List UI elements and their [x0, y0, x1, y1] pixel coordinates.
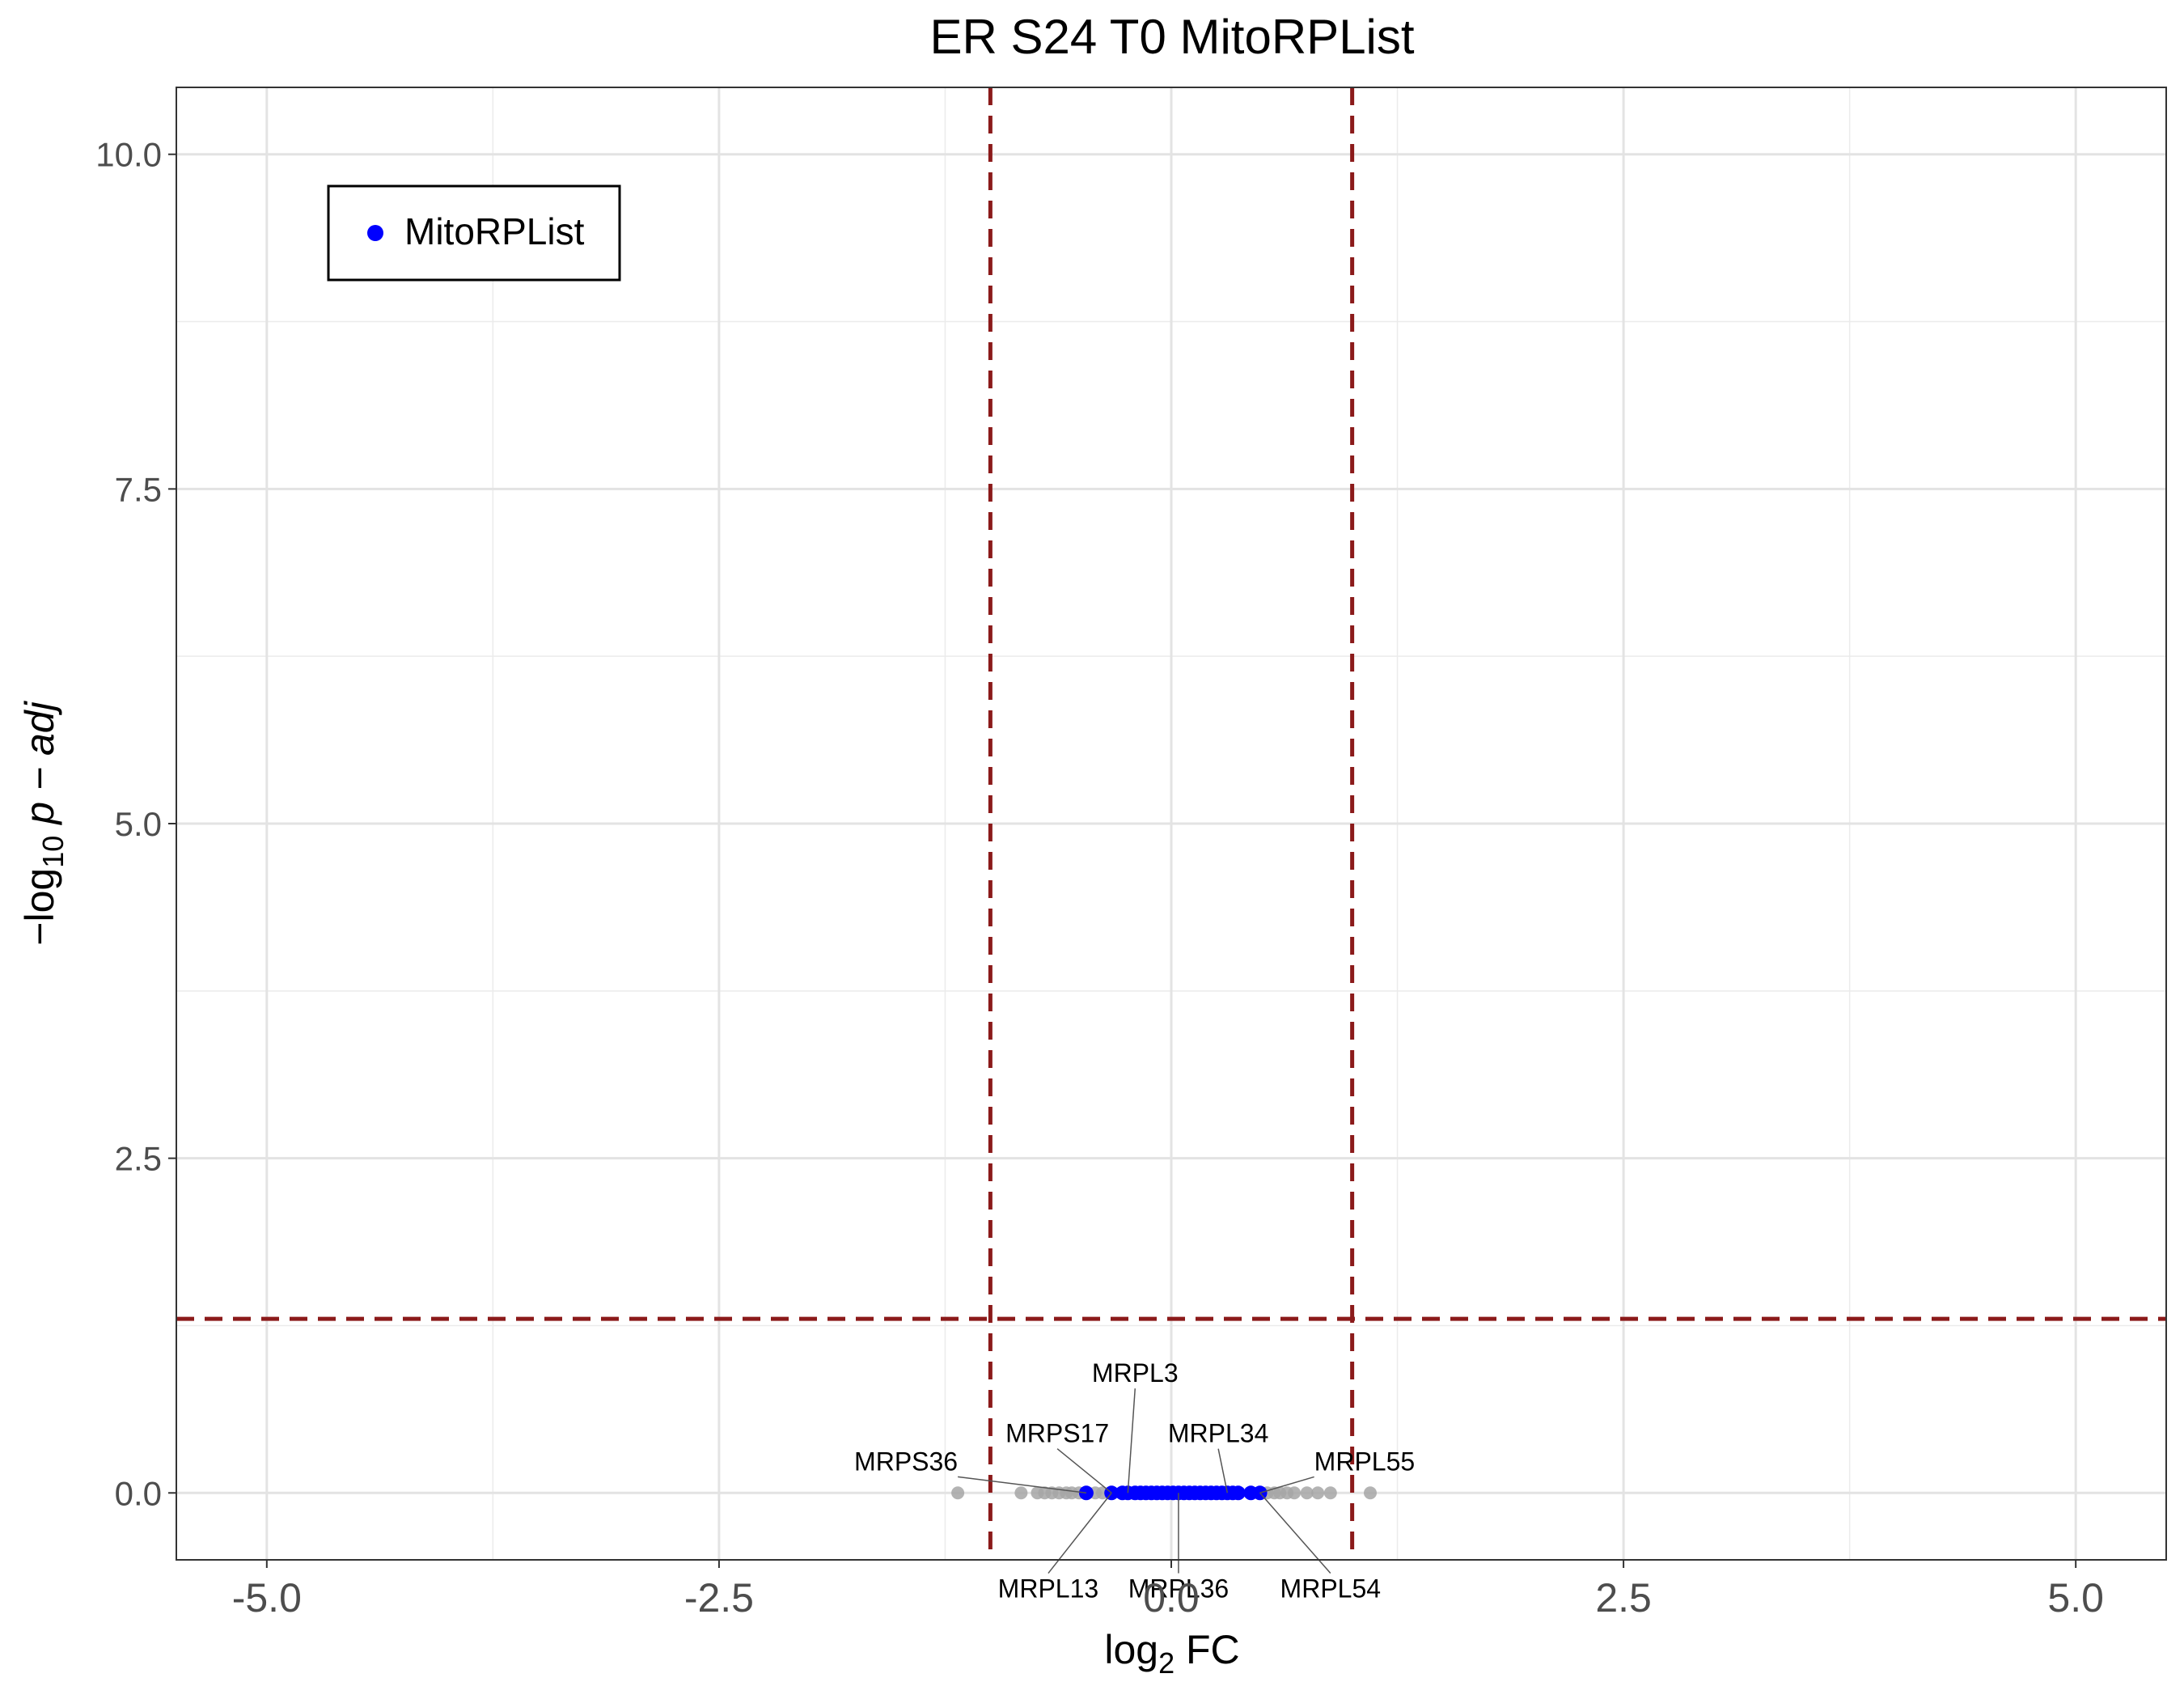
annotation-leader-line — [1259, 1476, 1314, 1494]
x-axis-ticks: -5.0 -2.5 0.0 2.5 5.0 — [232, 1560, 2104, 1621]
annotation-label: MRPL36 — [1128, 1574, 1230, 1604]
annotation-leader-line — [1217, 1448, 1229, 1494]
x-tick-label: -2.5 — [684, 1575, 754, 1621]
y-axis-ticks: 0.0 2.5 5.0 7.5 10.0 — [95, 136, 176, 1512]
annotation-label: MRPL54 — [1280, 1574, 1382, 1604]
y-axis-label-sub: 10 — [36, 836, 70, 868]
annotation-leader-line — [1127, 1388, 1136, 1494]
background-point — [1300, 1486, 1314, 1500]
y-axis-label: −log10 p − adj — [17, 700, 70, 945]
x-axis-label-suffix: FC — [1175, 1627, 1240, 1672]
background-point — [1311, 1486, 1325, 1500]
x-tick-label: -5.0 — [232, 1575, 302, 1621]
legend: MitoRPList — [327, 184, 621, 282]
x-tick-label: 0.0 — [1143, 1575, 1200, 1621]
y-tick-label: 10.0 — [95, 136, 162, 174]
threshold-lines — [176, 87, 2166, 1560]
y-tick-label: 5.0 — [115, 805, 162, 843]
x-axis-label-sub: 2 — [1158, 1646, 1175, 1680]
y-axis-label-prefix: −log — [17, 868, 62, 946]
annotation-label: MRPL34 — [1168, 1419, 1269, 1448]
x-tick-label: 5.0 — [2047, 1575, 2104, 1621]
background-point — [1364, 1486, 1377, 1500]
background-point — [951, 1486, 965, 1500]
x-tick-label: 2.5 — [1595, 1575, 1652, 1621]
background-point — [1014, 1486, 1028, 1500]
grid-lines — [176, 87, 2166, 1560]
background-point — [1288, 1486, 1302, 1500]
annotation-label: MRPL13 — [998, 1574, 1099, 1604]
annotation-label: MRPS17 — [1005, 1419, 1109, 1448]
plot-area: MRPL3 MRPS17 MRPL34 MRPS36 MRPL55 MRPL13 MRPL3… — [176, 87, 2167, 1604]
annotation-leader-line — [958, 1476, 1086, 1494]
point-annotations: MRPL3 MRPS17 MRPL34 MRPS36 MRPL55 MRPL13 MRPL3… — [854, 1358, 1415, 1603]
annotation-label: MRPL55 — [1314, 1447, 1416, 1476]
y-tick-label: 7.5 — [115, 470, 162, 508]
annotation-leader-line — [1056, 1448, 1112, 1494]
x-axis-label-main: log — [1104, 1627, 1158, 1672]
chart-title: ER S24 T0 MitoRPList — [929, 10, 1414, 64]
x-axis-label: log2 FC — [1104, 1627, 1239, 1680]
y-tick-label: 2.5 — [115, 1140, 162, 1178]
y-tick-label: 0.0 — [115, 1474, 162, 1512]
annotation-label: MRPS36 — [854, 1447, 958, 1476]
legend-marker — [367, 225, 383, 241]
background-point — [1323, 1486, 1337, 1500]
legend-label: MitoRPList — [404, 210, 585, 252]
annotation-label: MRPL3 — [1092, 1358, 1179, 1388]
mitorp-point — [1230, 1485, 1246, 1501]
data-points — [951, 1485, 1377, 1501]
y-axis-label-suffix: p − adj — [17, 700, 62, 835]
